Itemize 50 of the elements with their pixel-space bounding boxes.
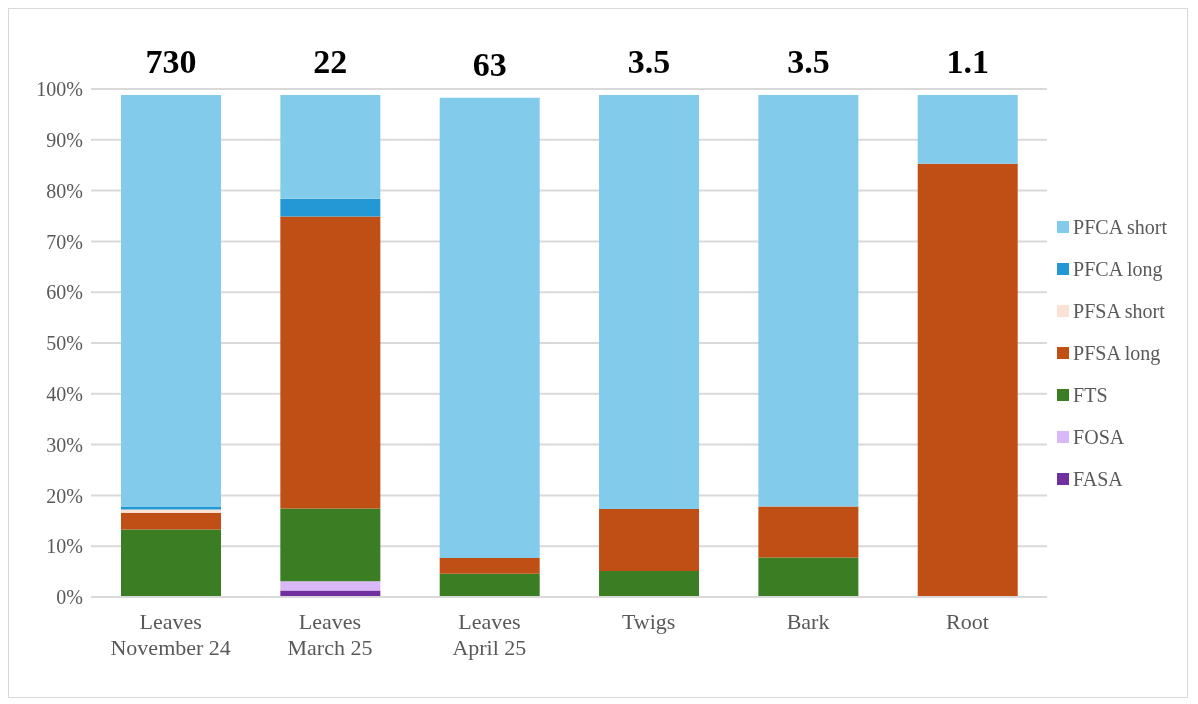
bar — [280, 216, 381, 509]
bar — [758, 506, 859, 558]
y-tick-label: 60% — [46, 281, 83, 304]
text: 22 — [313, 43, 348, 81]
y-tick-label: 20% — [46, 484, 83, 507]
text: 730 — [145, 43, 197, 81]
bar — [758, 557, 859, 597]
y-tick-label: 50% — [46, 332, 83, 355]
y-tick-label: 100% — [36, 78, 83, 101]
y-tick-label: 40% — [46, 382, 83, 405]
x-tick-label: Bark — [786, 609, 830, 634]
bar — [280, 590, 381, 597]
y-tick-label: 0% — [56, 586, 83, 609]
bar — [599, 571, 700, 597]
text: 3.5 — [627, 43, 671, 81]
text: 63 — [472, 45, 507, 83]
y-tick-label: 30% — [46, 433, 83, 456]
bar — [599, 95, 700, 510]
legend-label: PFSA long — [1073, 341, 1161, 365]
bar — [439, 557, 540, 574]
legend-label: PFCA long — [1073, 257, 1163, 281]
legend-label: PFCA short — [1073, 215, 1167, 239]
x-tick-label: Twigs — [621, 609, 676, 634]
x-tick-label: Leaves March 25 — [287, 609, 373, 660]
x-tick-label: Leaves November 24 — [110, 609, 231, 660]
bar — [439, 97, 540, 558]
legend-label: FASA — [1073, 467, 1123, 491]
legend-label: FOSA — [1073, 425, 1125, 449]
bar — [917, 163, 1018, 597]
bar — [280, 508, 381, 582]
bar — [439, 573, 540, 597]
text: 1.1 — [946, 43, 989, 81]
y-tick-label: 80% — [46, 179, 83, 202]
bar — [280, 198, 381, 217]
y-tick-label: 70% — [46, 230, 83, 253]
bar — [599, 509, 700, 572]
bar — [917, 95, 1018, 164]
bar — [280, 581, 381, 591]
legend-label: FTS — [1073, 383, 1108, 407]
x-tick-label: Root — [945, 609, 989, 634]
legend-label: PFSA short — [1073, 299, 1165, 323]
bar — [758, 95, 859, 507]
bar — [121, 512, 221, 530]
bar — [280, 95, 381, 199]
y-tick-label: 90% — [46, 128, 83, 151]
x-tick-label: Leaves April 25 — [452, 609, 527, 660]
bar — [121, 529, 221, 597]
text: 3.5 — [787, 43, 830, 81]
y-tick-label: 10% — [46, 535, 83, 558]
bar — [121, 95, 221, 508]
